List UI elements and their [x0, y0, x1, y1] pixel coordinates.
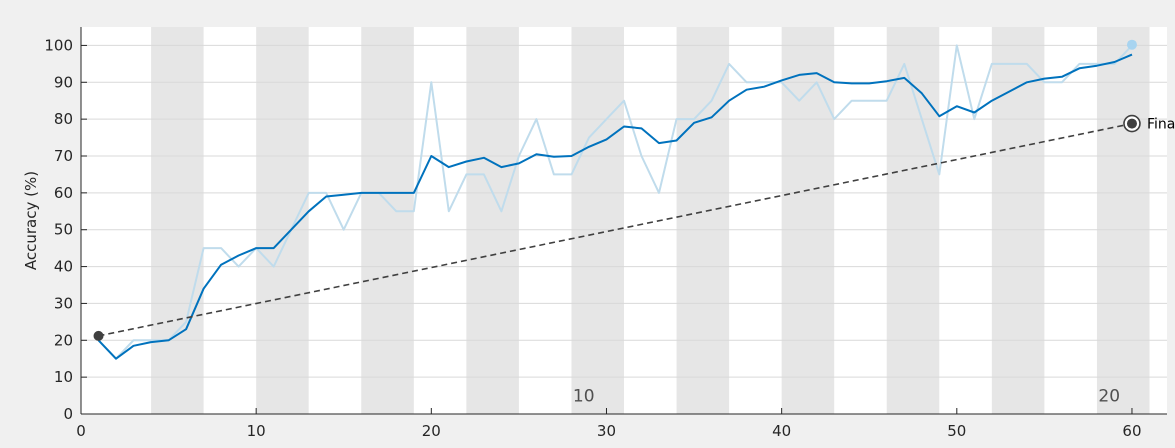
- epoch-band: [361, 27, 414, 414]
- epoch-band: [571, 27, 624, 414]
- epoch-label: 20: [1098, 387, 1120, 407]
- epoch-band: [1096, 27, 1150, 414]
- y-tick-label: 10: [54, 368, 73, 386]
- x-tick-label: 40: [772, 422, 791, 440]
- y-tick-label: 70: [54, 147, 73, 165]
- y-tick-label: 60: [54, 184, 73, 202]
- series-smoothed-line: [97, 53, 1133, 360]
- epoch-label: 10: [573, 387, 595, 407]
- epoch-band: [466, 27, 519, 414]
- epoch-band: [676, 27, 730, 414]
- x-tick-label: 0: [76, 422, 86, 440]
- epoch-labels: 10 20: [573, 387, 1120, 407]
- series-raw-line: [97, 44, 1133, 360]
- x-tick-label: 30: [597, 422, 616, 440]
- x-tick-label: 50: [947, 422, 966, 440]
- y-tick-label: 0: [63, 405, 73, 423]
- grid-lines: [81, 44, 1167, 378]
- epoch-band: [781, 27, 835, 414]
- series-trend-line: [98, 122, 1133, 337]
- x-tick-label: 60: [1122, 422, 1141, 440]
- y-tick-label: 80: [54, 110, 73, 128]
- epoch-bands: [151, 27, 1150, 414]
- y-tick-label: 30: [54, 294, 73, 312]
- x-tick-label: 10: [247, 422, 266, 440]
- final-marker: [1126, 118, 1137, 129]
- y-tick-label: 50: [54, 221, 73, 239]
- y-tick-label: 40: [54, 258, 73, 276]
- y-axis-label: Accuracy (%): [22, 171, 40, 270]
- y-tick-label: 100: [44, 36, 73, 54]
- x-tick-label: 20: [422, 422, 441, 440]
- series-layer: [97, 44, 1133, 360]
- epoch-band: [991, 27, 1045, 414]
- axes: 0 10 20 30 40 50 60 70 80 90 100 0 10 20 30 40 50 60: [44, 27, 1167, 440]
- y-tick-label: 90: [54, 73, 73, 91]
- y-tick-label: 20: [54, 331, 73, 349]
- marker-start: [93, 330, 104, 341]
- marker-raw-end: [1126, 39, 1137, 50]
- final-label: Final: [1147, 117, 1175, 133]
- epoch-band: [151, 27, 204, 414]
- marker-layer: Final: [93, 39, 1175, 341]
